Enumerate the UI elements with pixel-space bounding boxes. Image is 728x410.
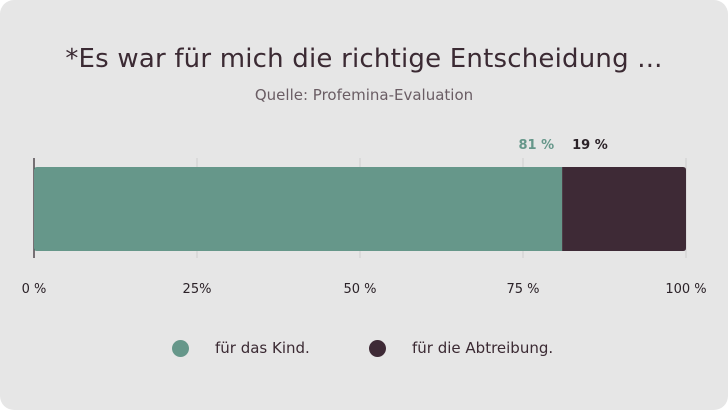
x-tick-label-0: 0 % [22,282,47,297]
data-label-abtreibung: 19 % [572,138,608,153]
chart-subtitle: Quelle: Profemina-Evaluation [254,86,474,104]
legend-swatch-abtreibung [369,339,386,357]
legend-swatch-kind [172,339,189,357]
x-tick-label-100: 100 % [665,282,706,297]
legend-item-kind: für das Kind. [172,336,310,360]
data-labels: 81 % 19 % [518,138,607,153]
chart-title: *Es war für mich die richtige Entscheidu… [65,44,663,74]
legend: für das Kind. für die Abtreibung. [0,336,728,360]
legend-item-abtreibung: für die Abtreibung. [369,336,553,360]
bar-segment-kind [34,167,563,251]
bar-segment-abtreibung [562,167,686,251]
x-axis-ticks: 0 % 25% 50 % 75 % 100 % [22,282,707,297]
legend-label-kind: für das Kind. [215,339,310,357]
data-label-kind: 81 % [518,138,554,153]
x-tick-label-75: 75 % [506,282,539,297]
bars [34,167,686,251]
x-tick-label-50: 50 % [343,282,376,297]
legend-label-abtreibung: für die Abtreibung. [412,339,554,357]
x-tick-label-25: 25% [183,282,212,297]
